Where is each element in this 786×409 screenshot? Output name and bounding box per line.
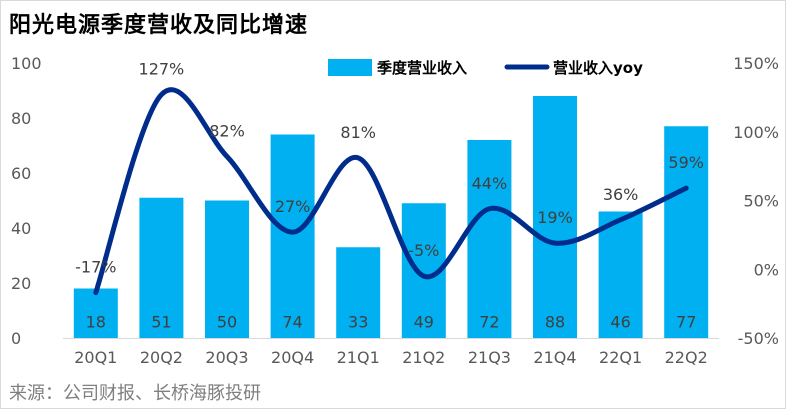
- yoy-label: 27%: [275, 197, 311, 216]
- left-axis-tick: 100: [11, 54, 42, 73]
- x-axis-tick: 22Q1: [599, 348, 642, 367]
- right-axis-tick: 150%: [733, 54, 779, 73]
- bar-22Q2: [664, 126, 709, 338]
- bar-value-label: 74: [282, 313, 302, 332]
- left-axis-tick: 80: [11, 109, 31, 128]
- bar-20Q1: [73, 288, 118, 338]
- x-axis-tick: 21Q1: [337, 348, 380, 367]
- yoy-label: -5%: [408, 241, 439, 260]
- left-axis-tick: 60: [11, 164, 31, 183]
- source-note: 来源：公司财报、长桥海豚投研: [9, 383, 261, 404]
- labels-layer: 18 51 50 74 33 49 72 88 46 77 -17% 127% 82% 27% 81% -5%…: [75, 60, 704, 332]
- x-axis-tick: 20Q3: [205, 348, 248, 367]
- left-axis-tick: 20: [11, 274, 31, 293]
- left-axis-tick: 0: [11, 329, 21, 348]
- x-axis-tick: 21Q2: [402, 348, 445, 367]
- x-axis-tick: 21Q3: [468, 348, 511, 367]
- right-axis-tick: 50%: [743, 192, 779, 211]
- right-axis-tick: -50%: [738, 329, 779, 348]
- right-axis-tick: 0%: [754, 260, 779, 279]
- chart-title: 阳光电源季度营收及同比增速: [9, 13, 309, 38]
- x-axis-tick: 20Q1: [74, 348, 117, 367]
- x-axis-tick: 21Q4: [533, 348, 576, 367]
- yoy-label: 82%: [209, 122, 245, 141]
- bar-21Q4: [533, 96, 577, 338]
- bar-value-label: 18: [86, 313, 106, 332]
- x-axis-tick: 20Q4: [271, 348, 314, 367]
- right-axis-tick: 100%: [733, 123, 779, 142]
- yoy-label: -17%: [75, 258, 116, 277]
- yoy-line: [93, 87, 689, 296]
- legend: 季度营业收入 营业收入yoy: [328, 59, 643, 77]
- yoy-label: 127%: [139, 60, 185, 79]
- line-layer: [93, 87, 689, 296]
- bar-22Q1: [598, 211, 643, 338]
- legend-line-label: 营业收入yoy: [553, 59, 643, 77]
- bars-layer: [73, 96, 709, 338]
- bar-20Q4: [270, 134, 315, 338]
- bar-value-label: 46: [610, 313, 630, 332]
- bar-value-label: 50: [217, 313, 237, 332]
- yoy-label: 19%: [537, 208, 573, 227]
- x-axis-tick: 22Q2: [665, 348, 708, 367]
- yoy-label: 81%: [340, 123, 376, 142]
- bar-21Q3: [467, 140, 512, 338]
- bar-21Q1: [336, 247, 381, 338]
- bar-value-label: 51: [151, 313, 171, 332]
- bar-value-label: 33: [348, 313, 368, 332]
- bar-value-label: 72: [479, 313, 499, 332]
- left-axis-tick: 40: [11, 219, 31, 238]
- legend-bar-label: 季度营业收入: [377, 59, 467, 77]
- axes-layer: 0 20 40 60 80 100 -50% 0% 50% 100% 150% 20Q1 20Q2 20Q…: [11, 54, 779, 367]
- bar-value-label: 88: [545, 313, 565, 332]
- yoy-label: 36%: [603, 185, 639, 204]
- yoy-label: 59%: [668, 153, 704, 172]
- bar-value-label: 77: [676, 313, 696, 332]
- yoy-label: 44%: [472, 174, 508, 193]
- bar-20Q3: [205, 200, 249, 338]
- bar-value-label: 49: [414, 313, 434, 332]
- bar-20Q2: [139, 197, 184, 338]
- legend-bar-swatch: [328, 59, 372, 76]
- x-axis-tick: 20Q2: [140, 348, 183, 367]
